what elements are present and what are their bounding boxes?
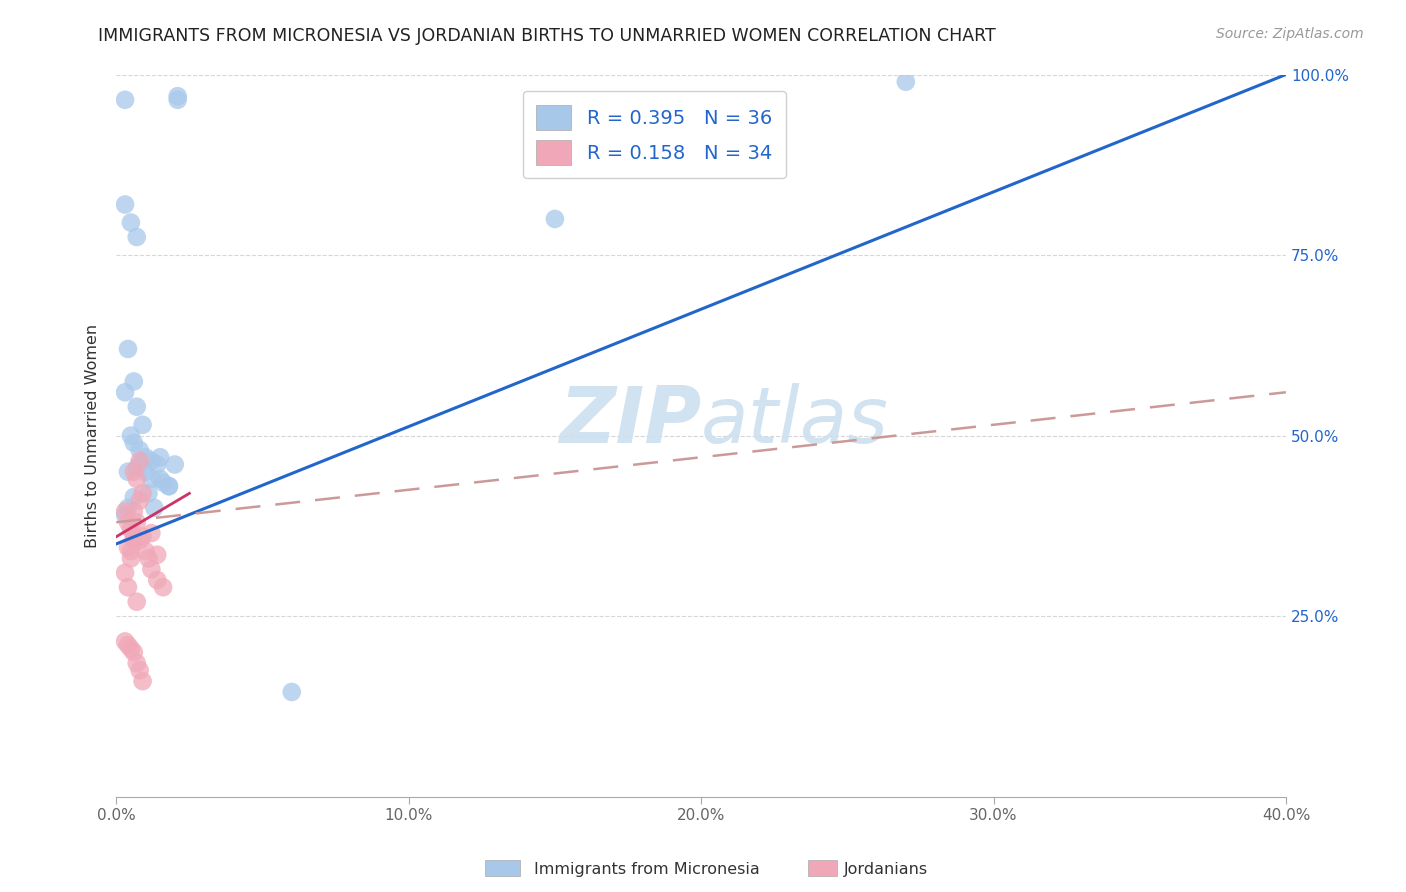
Point [149, 450, 172, 465]
Point [120, 216, 142, 230]
Point [122, 435, 145, 450]
Point [131, 417, 153, 432]
Point [114, 93, 136, 107]
Point [141, 526, 163, 541]
Text: IMMIGRANTS FROM MICRONESIA VS JORDANIAN BIRTHS TO UNMARRIED WOMEN CORRELATION CH: IMMIGRANTS FROM MICRONESIA VS JORDANIAN … [98, 27, 997, 45]
Point [117, 465, 139, 479]
Point [134, 465, 156, 479]
Point [125, 656, 148, 670]
Point [128, 533, 150, 548]
Y-axis label: Births to Unmarried Women: Births to Unmarried Women [86, 324, 100, 548]
Point [125, 515, 148, 529]
Point [122, 504, 145, 518]
Text: atlas: atlas [702, 384, 889, 459]
Point [125, 461, 148, 475]
Point [117, 515, 139, 529]
Point [141, 454, 163, 468]
Point [122, 375, 145, 389]
Point [146, 548, 169, 562]
Point [141, 562, 163, 576]
Point [146, 458, 169, 472]
Text: ZIP: ZIP [558, 384, 702, 459]
Point [163, 458, 186, 472]
Point [120, 523, 142, 537]
Text: Source: ZipAtlas.com: Source: ZipAtlas.com [1216, 27, 1364, 41]
Point [117, 342, 139, 356]
Point [117, 500, 139, 515]
Point [157, 479, 180, 493]
Point [894, 75, 917, 89]
Point [134, 544, 156, 558]
Point [122, 490, 145, 504]
Point [134, 450, 156, 465]
Point [131, 486, 153, 500]
Point [143, 500, 166, 515]
Point [544, 211, 567, 226]
Point [117, 638, 139, 652]
Point [166, 89, 188, 103]
Legend: R = 0.395   N = 36, R = 0.158   N = 34: R = 0.395 N = 36, R = 0.158 N = 34 [523, 92, 786, 178]
Point [120, 551, 142, 566]
Point [114, 508, 136, 522]
Text: Jordanians: Jordanians [844, 863, 928, 877]
Point [117, 541, 139, 555]
Point [157, 479, 180, 493]
Point [114, 504, 136, 518]
Point [131, 530, 153, 544]
Point [128, 493, 150, 508]
Point [146, 573, 169, 587]
Point [128, 458, 150, 472]
Point [120, 428, 142, 442]
Point [166, 93, 188, 107]
Point [117, 580, 139, 594]
Point [125, 400, 148, 414]
Point [128, 443, 150, 458]
Point [122, 530, 145, 544]
Point [114, 385, 136, 400]
Point [114, 566, 136, 580]
Point [122, 533, 145, 548]
Point [141, 472, 163, 486]
Point [120, 544, 142, 558]
Point [125, 230, 148, 244]
Point [122, 465, 145, 479]
Point [122, 645, 145, 659]
Point [128, 454, 150, 468]
Point [125, 595, 148, 609]
Point [138, 486, 160, 500]
Point [131, 674, 153, 689]
Point [149, 472, 172, 486]
Point [114, 197, 136, 211]
Point [280, 685, 302, 699]
Point [120, 641, 142, 656]
Text: Immigrants from Micronesia: Immigrants from Micronesia [534, 863, 761, 877]
Point [125, 472, 148, 486]
Point [152, 580, 174, 594]
Point [114, 634, 136, 648]
Point [128, 663, 150, 677]
Point [138, 551, 160, 566]
Point [152, 475, 174, 490]
